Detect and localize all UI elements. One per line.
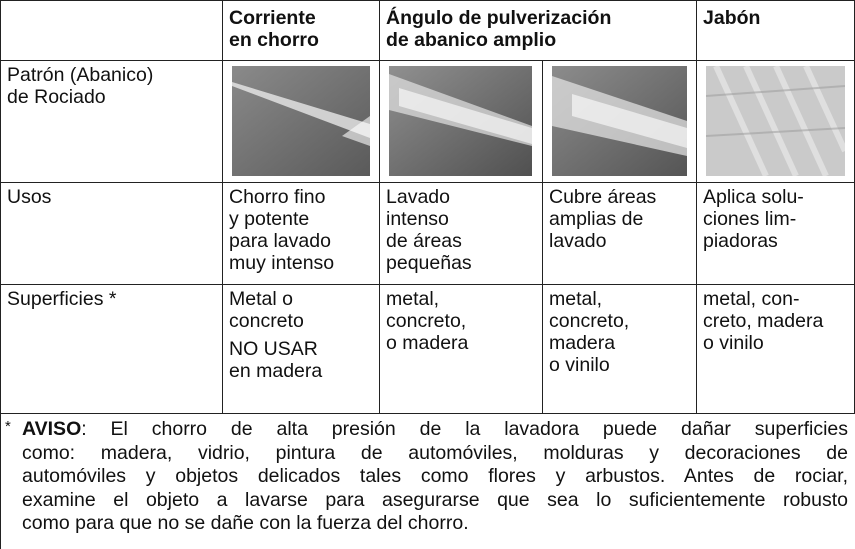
label-line: Superficies *: [7, 288, 117, 310]
paragraph: Cubre áreas amplias de lavado: [549, 186, 656, 252]
cell-line: Chorro fino: [229, 186, 326, 208]
rule: [0, 284, 855, 285]
cell-line: intenso: [386, 208, 449, 230]
column-header: Ángulo de pulverización de abanico amplio: [386, 7, 611, 51]
rule: [542, 60, 543, 413]
cell-line: piadoras: [703, 230, 778, 252]
column-header: Jabón: [703, 7, 760, 29]
rule: [0, 182, 855, 183]
cell-line: Lavado: [386, 186, 450, 208]
notice-text: : El chorro de alta presión de la lavado…: [81, 418, 848, 440]
paragraph: Aplica solu-ciones lim-piadoras: [703, 186, 804, 252]
row-label: Usos: [7, 186, 51, 208]
soap-photo: [706, 66, 845, 176]
cell-line: ciones lim-: [703, 208, 797, 230]
notice-line: examine el objeto a lavarse para asegura…: [22, 488, 848, 511]
rule: [0, 413, 855, 414]
header-line: de abanico amplio: [386, 29, 557, 51]
cell-line: o madera: [386, 332, 469, 354]
row-label: Patrón (Abanico) de Rociado: [7, 64, 153, 108]
paragraph: Chorro fino y potente para lavado muy inten…: [229, 186, 334, 274]
cell-line: para lavado: [229, 230, 331, 252]
table-cell: metal, con-creto, madera o vinilo: [703, 288, 823, 354]
table-cell: metal, concreto, madera o vinilo: [549, 288, 629, 376]
label-line: Patrón (Abanico): [7, 64, 154, 86]
paragraph: metal, concreto, o madera: [386, 288, 468, 354]
rule: [696, 0, 697, 413]
cell-line: o vinilo: [549, 354, 610, 376]
rule: [222, 0, 223, 413]
rule: [0, 60, 855, 61]
cell-line: y potente: [229, 208, 310, 230]
cell-line: concreto,: [386, 310, 467, 332]
paragraph: metal, con-creto, madera o vinilo: [703, 288, 823, 354]
paragraph: NO USAR en madera: [229, 338, 322, 382]
row-label: Superficies *: [7, 288, 116, 310]
table-cell: Lavado intenso de áreas pequeñas: [386, 186, 472, 274]
paragraph: Lavado intenso de áreas pequeñas: [386, 186, 472, 274]
spray-photo: [389, 66, 532, 176]
notice-line: como: madera, vidrio, pintura de automóv…: [22, 441, 848, 464]
cell-line: Aplica solu-: [703, 186, 804, 208]
label-line: de Rociado: [7, 86, 106, 108]
cell-line: Cubre áreas: [549, 186, 657, 208]
notice-label: AVISO: [22, 418, 82, 440]
rule: [379, 0, 380, 413]
cell-line: lavado: [549, 230, 607, 252]
header-line: en chorro: [229, 29, 319, 51]
table-cell: Chorro fino y potente para lavado muy inten…: [229, 186, 334, 274]
notice-line: * AVISO: El chorro de alta presión de la …: [5, 418, 848, 441]
paragraph: Metal o concreto: [229, 288, 322, 332]
spray-photo: [232, 66, 370, 176]
cell-line: NO USAR: [229, 338, 318, 360]
cell-line: muy intenso: [229, 252, 335, 274]
cell-line: concreto: [229, 310, 304, 332]
cell-line: madera: [549, 332, 616, 354]
notice-marker: *: [5, 418, 11, 435]
cell-line: concreto,: [549, 310, 630, 332]
label-line: Usos: [7, 186, 52, 208]
table-cell: Cubre áreas amplias de lavado: [549, 186, 656, 252]
header-line: Corriente: [229, 7, 316, 29]
table-cell: Metal o concreto NO USAR en madera: [229, 288, 322, 382]
header-line: Ángulo de pulverización: [386, 7, 612, 29]
header-line: Jabón: [703, 7, 761, 29]
cell-line: o vinilo: [703, 332, 764, 354]
table-cell: metal, concreto, o madera: [386, 288, 468, 354]
cell-line: metal,: [549, 288, 603, 310]
notice-line: automóviles y objetos delicados tales co…: [22, 465, 848, 487]
cell-line: creto, madera: [703, 310, 824, 332]
notice-line: como para que no se dañe con la fuerza d…: [22, 512, 469, 534]
cell-line: metal,: [386, 288, 440, 310]
paragraph: metal, concreto, madera o vinilo: [549, 288, 629, 376]
column-header: Corriente en chorro: [229, 7, 319, 51]
rule: [0, 0, 855, 1]
table-cell: Aplica solu-ciones lim-piadoras: [703, 186, 804, 252]
rule: [0, 0, 1, 549]
cell-line: de áreas: [386, 230, 462, 252]
cell-line: Metal o: [229, 288, 293, 310]
cell-line: en madera: [229, 360, 323, 382]
cell-line: metal, con-: [703, 288, 800, 310]
spray-photo: [552, 66, 687, 176]
cell-line: amplias de: [549, 208, 644, 230]
cell-line: pequeñas: [386, 252, 472, 274]
